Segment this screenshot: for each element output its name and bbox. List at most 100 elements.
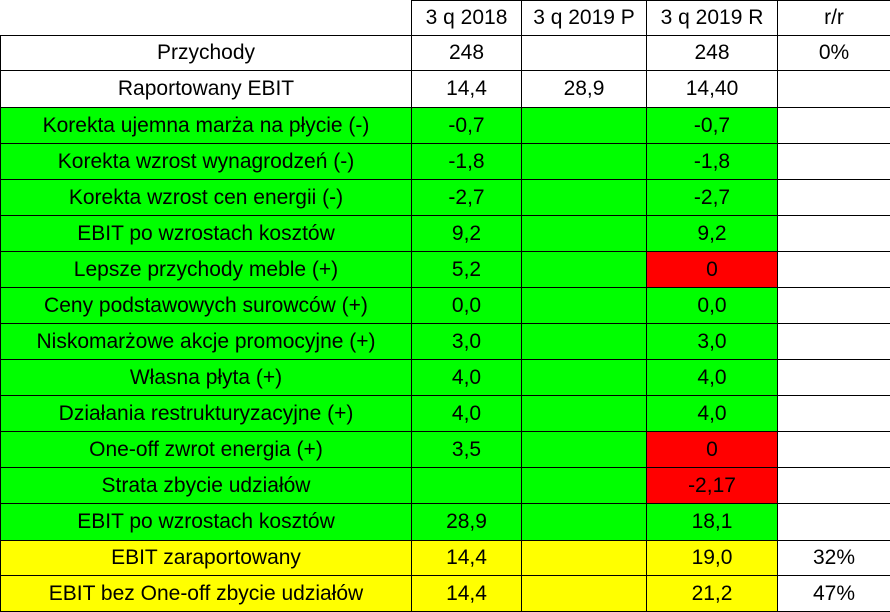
table-row: Ceny podstawowych surowców (+) 0,0 0,0 [1,288,890,324]
cell-3q2019p[interactable] [522,360,647,396]
cell-3q2019r[interactable]: 4,0 [647,360,778,396]
table-row: Korekta wzrost cen energii (-) -2,7 -2,7 [1,180,890,216]
cell-3q2019r[interactable]: 9,2 [647,216,778,252]
cell-yoy[interactable] [778,252,890,288]
cell-3q2019p[interactable] [522,576,647,612]
cell-3q2019r[interactable]: -1,8 [647,144,778,180]
row-label[interactable]: EBIT po wzrostach kosztów [1,216,412,252]
cell-yoy[interactable] [778,324,890,360]
cell-3q2019p[interactable] [522,504,647,541]
row-label[interactable]: Własna płyta (+) [1,360,412,396]
cell-3q2018[interactable]: 14,4 [412,541,522,576]
header-row: 3 q 2018 3 q 2019 P 3 q 2019 R r/r [1,1,890,36]
cell-3q2019r[interactable]: 3,0 [647,324,778,360]
row-label[interactable]: Przychody [1,36,412,71]
cell-yoy[interactable] [778,504,890,541]
row-label[interactable]: EBIT zaraportowany [1,541,412,576]
table-row: EBIT po wzrostach kosztów 28,9 18,1 [1,504,890,541]
cell-yoy[interactable] [778,432,890,468]
cell-yoy[interactable] [778,216,890,252]
cell-yoy[interactable] [778,468,890,504]
table-row: Lepsze przychody meble (+) 5,2 0 [1,252,890,288]
cell-3q2019p[interactable] [522,216,647,252]
cell-3q2019p[interactable]: 28,9 [522,71,647,108]
cell-yoy[interactable] [778,144,890,180]
cell-3q2018[interactable]: -0,7 [412,108,522,144]
cell-3q2019r[interactable]: 0 [647,432,778,468]
cell-3q2018[interactable]: 28,9 [412,504,522,541]
row-label[interactable]: One-off zwrot energia (+) [1,432,412,468]
cell-3q2018[interactable]: 14,4 [412,71,522,108]
row-label[interactable]: Niskomarżowe akcje promocyjne (+) [1,324,412,360]
cell-yoy[interactable]: 47% [778,576,890,612]
cell-3q2018[interactable]: 4,0 [412,396,522,432]
cell-3q2018[interactable]: 14,4 [412,576,522,612]
row-label[interactable]: Działania restrukturyzacyjne (+) [1,396,412,432]
row-label[interactable]: EBIT po wzrostach kosztów [1,504,412,541]
cell-yoy[interactable]: 0% [778,36,890,71]
cell-3q2019p[interactable] [522,541,647,576]
table-row: Korekta ujemna marża na płycie (-) -0,7 … [1,108,890,144]
cell-3q2019p[interactable] [522,108,647,144]
cell-yoy[interactable] [778,288,890,324]
cell-3q2018[interactable]: 3,0 [412,324,522,360]
cell-3q2018[interactable]: 4,0 [412,360,522,396]
cell-3q2019p[interactable] [522,36,647,71]
cell-3q2018[interactable]: 0,0 [412,288,522,324]
cell-3q2018[interactable]: -1,8 [412,144,522,180]
cell-yoy[interactable] [778,71,890,108]
cell-3q2019p[interactable] [522,324,647,360]
cell-3q2019r[interactable]: 0 [647,252,778,288]
col-header-3q2019p[interactable]: 3 q 2019 P [522,1,647,36]
col-header-yoy[interactable]: r/r [778,1,890,36]
cell-yoy[interactable] [778,180,890,216]
cell-3q2019r[interactable]: -2,7 [647,180,778,216]
cell-yoy[interactable] [778,396,890,432]
cell-3q2018[interactable] [412,468,522,504]
table-row: Działania restrukturyzacyjne (+) 4,0 4,0 [1,396,890,432]
row-label[interactable]: Ceny podstawowych surowców (+) [1,288,412,324]
cell-3q2019r[interactable]: 14,40 [647,71,778,108]
table-row: EBIT bez One-off zbycie udziałów 14,4 21… [1,576,890,612]
col-header-3q2019r[interactable]: 3 q 2019 R [647,1,778,36]
cell-3q2019p[interactable] [522,252,647,288]
table-row: Niskomarżowe akcje promocyjne (+) 3,0 3,… [1,324,890,360]
cell-yoy[interactable]: 32% [778,541,890,576]
cell-3q2019r[interactable]: 0,0 [647,288,778,324]
row-label[interactable]: Strata zbycie udziałów [1,468,412,504]
table-row: EBIT po wzrostach kosztów 9,2 9,2 [1,216,890,252]
cell-3q2019r[interactable]: 4,0 [647,396,778,432]
table-row: Korekta wzrost wynagrodzeń (-) -1,8 -1,8 [1,144,890,180]
cell-3q2019p[interactable] [522,468,647,504]
cell-3q2018[interactable]: 3,5 [412,432,522,468]
cell-3q2019r[interactable]: 21,2 [647,576,778,612]
cell-3q2019r[interactable]: -2,17 [647,468,778,504]
row-label[interactable]: Korekta ujemna marża na płycie (-) [1,108,412,144]
col-header-3q2018[interactable]: 3 q 2018 [412,1,522,36]
cell-3q2018[interactable]: -2,7 [412,180,522,216]
cell-3q2019r[interactable]: 18,1 [647,504,778,541]
cell-3q2019p[interactable] [522,144,647,180]
row-label[interactable]: Raportowany EBIT [1,71,412,108]
cell-3q2019p[interactable] [522,396,647,432]
cell-3q2018[interactable]: 5,2 [412,252,522,288]
row-label[interactable]: Korekta wzrost wynagrodzeń (-) [1,144,412,180]
table-row: Własna płyta (+) 4,0 4,0 [1,360,890,396]
cell-3q2019p[interactable] [522,288,647,324]
table-row: Przychody 248 248 0% [1,36,890,71]
cell-3q2018[interactable]: 9,2 [412,216,522,252]
table-row: Raportowany EBIT 14,4 28,9 14,40 [1,71,890,108]
cell-3q2019r[interactable]: 248 [647,36,778,71]
cell-3q2018[interactable]: 248 [412,36,522,71]
cell-3q2019r[interactable]: -0,7 [647,108,778,144]
cell-3q2019p[interactable] [522,180,647,216]
row-label[interactable]: EBIT bez One-off zbycie udziałów [1,576,412,612]
cell-yoy[interactable] [778,108,890,144]
cell-3q2019p[interactable] [522,432,647,468]
row-label[interactable]: Lepsze przychody meble (+) [1,252,412,288]
row-label[interactable]: Korekta wzrost cen energii (-) [1,180,412,216]
header-corner [1,1,412,36]
cell-3q2019r[interactable]: 19,0 [647,541,778,576]
cell-yoy[interactable] [778,360,890,396]
